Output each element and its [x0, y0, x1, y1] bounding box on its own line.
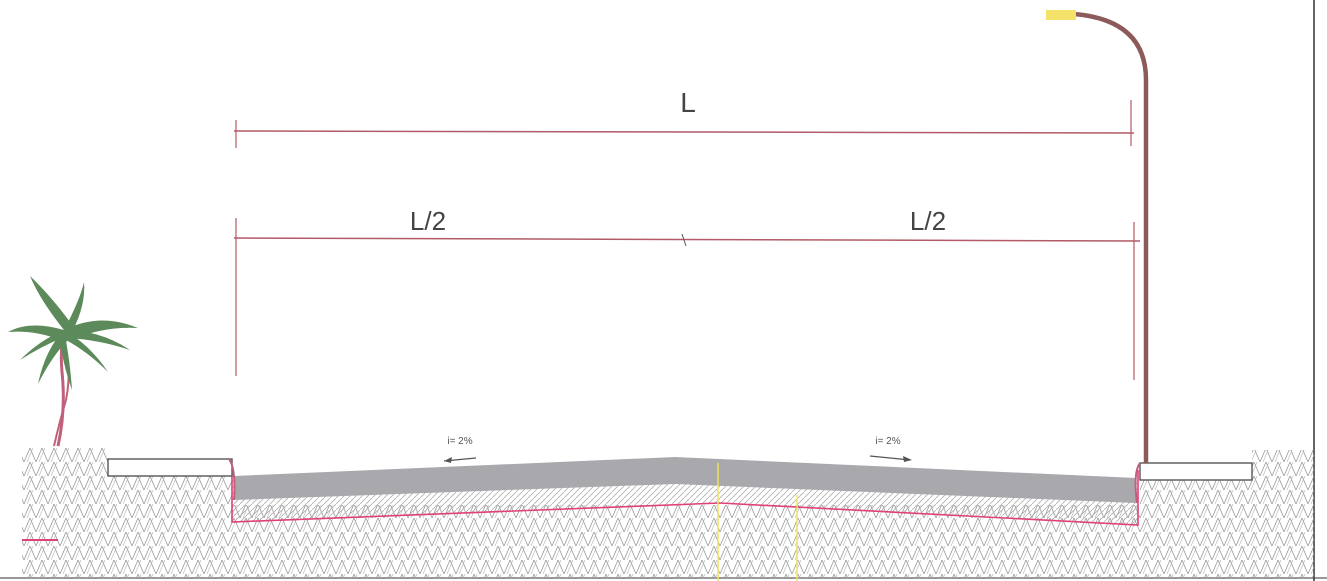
- slope-label-right: i= 2%: [875, 436, 900, 447]
- right-sidewalk-curb: [1134, 462, 1253, 504]
- slope-arrow-right: [869, 455, 912, 462]
- dimension-line-total: [233, 100, 1135, 148]
- street-lamp: [1046, 10, 1149, 463]
- dimension-label-total: L: [680, 87, 696, 118]
- palm-tree: [8, 276, 138, 447]
- dimension-label-left-half: L/2: [410, 206, 446, 236]
- dimension-line-halves: [233, 218, 1141, 380]
- slope-arrow-left: [443, 457, 477, 463]
- soil-ground: [22, 448, 1314, 578]
- dimension-label-right-half: L/2: [910, 206, 946, 236]
- slope-label-left: i= 2%: [447, 436, 472, 447]
- left-sidewalk-curb: [107, 458, 236, 501]
- pavement-surface: [234, 457, 1136, 503]
